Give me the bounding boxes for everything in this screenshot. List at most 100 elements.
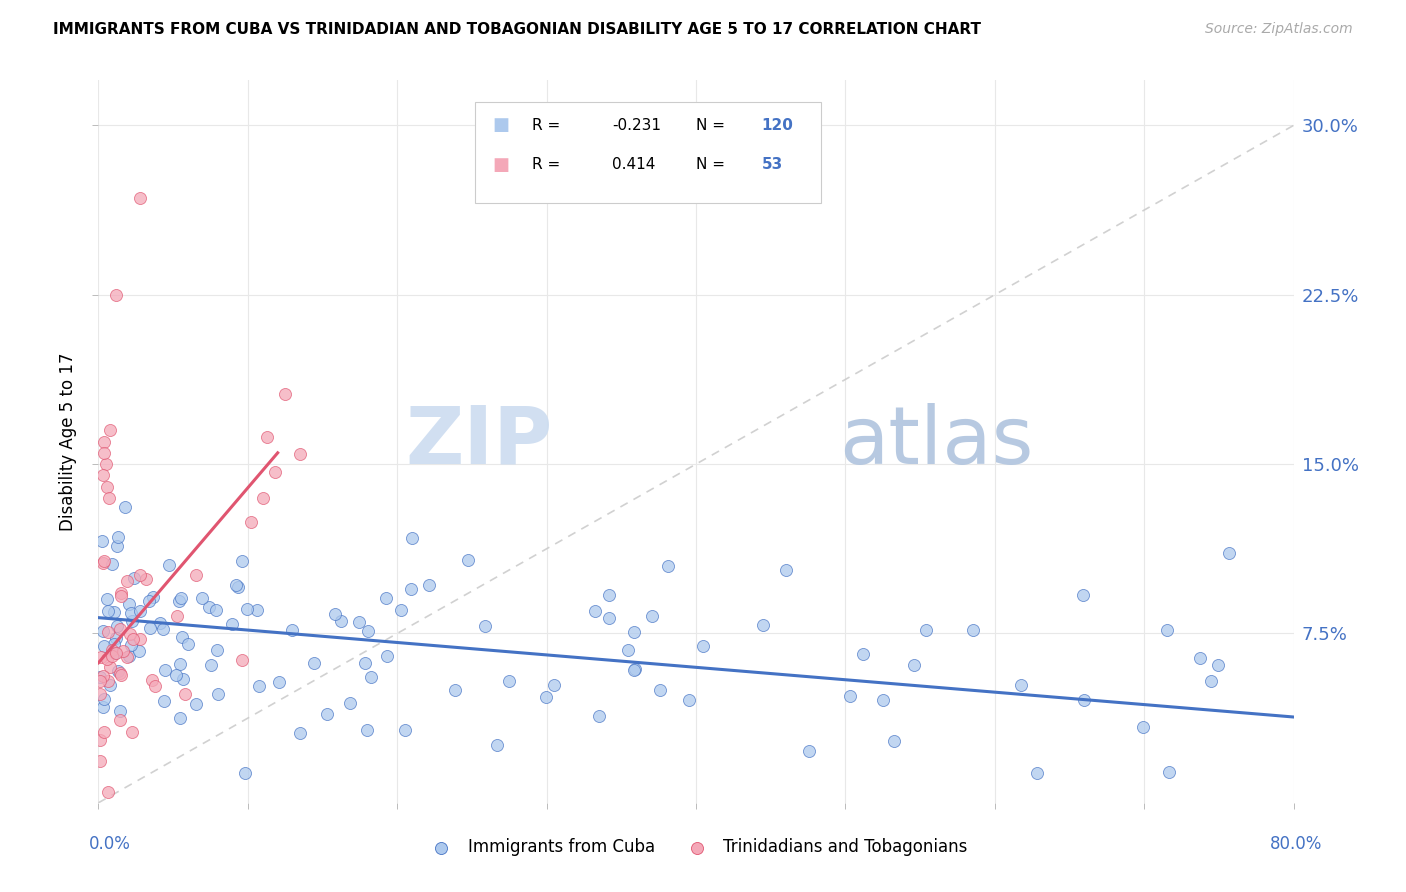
Point bbox=[105, 631, 128, 645]
Point bbox=[543, 678, 565, 692]
Text: 0.0%: 0.0% bbox=[89, 835, 131, 853]
Point bbox=[872, 693, 894, 707]
Point bbox=[616, 643, 638, 657]
Point bbox=[650, 682, 672, 697]
Point bbox=[339, 696, 361, 710]
Point bbox=[678, 693, 700, 707]
Point bbox=[103, 637, 125, 651]
Point bbox=[197, 600, 219, 615]
Point bbox=[1199, 673, 1222, 688]
Point bbox=[97, 673, 120, 688]
Point bbox=[246, 603, 269, 617]
Point bbox=[623, 624, 645, 639]
Y-axis label: Disability Age 5 to 17: Disability Age 5 to 17 bbox=[59, 352, 77, 531]
Point bbox=[588, 709, 610, 723]
Point bbox=[839, 690, 862, 704]
Point bbox=[169, 657, 191, 672]
Point bbox=[444, 682, 467, 697]
Point bbox=[1189, 651, 1212, 665]
Point bbox=[692, 639, 714, 653]
Point bbox=[118, 649, 141, 664]
Point bbox=[108, 704, 131, 718]
Point bbox=[157, 558, 180, 573]
Point bbox=[89, 687, 111, 701]
Point bbox=[231, 553, 253, 567]
Point bbox=[1010, 678, 1032, 692]
Point bbox=[122, 632, 145, 647]
Point bbox=[474, 619, 496, 633]
Text: 53: 53 bbox=[762, 157, 783, 172]
Point bbox=[98, 659, 121, 673]
Point bbox=[281, 623, 304, 637]
Point bbox=[104, 646, 127, 660]
Point bbox=[247, 679, 270, 693]
Point bbox=[290, 726, 312, 740]
Point bbox=[1218, 546, 1240, 560]
Text: 120: 120 bbox=[762, 118, 793, 133]
Text: 0.414: 0.414 bbox=[613, 157, 655, 172]
Text: ■: ■ bbox=[494, 156, 510, 174]
Point bbox=[184, 567, 207, 582]
Point bbox=[120, 607, 142, 621]
Point bbox=[129, 632, 152, 646]
Point bbox=[534, 690, 557, 705]
Point bbox=[91, 468, 114, 483]
Point bbox=[623, 662, 645, 676]
Point bbox=[118, 627, 141, 641]
Point bbox=[903, 657, 925, 672]
Point bbox=[97, 625, 120, 640]
Point bbox=[143, 679, 166, 693]
Point bbox=[91, 556, 114, 570]
Point bbox=[135, 572, 157, 586]
Point bbox=[149, 616, 172, 631]
Point bbox=[100, 648, 122, 663]
Point bbox=[267, 674, 290, 689]
Point bbox=[797, 744, 820, 758]
Point bbox=[375, 591, 398, 606]
Point bbox=[139, 620, 162, 634]
Text: R =: R = bbox=[533, 118, 565, 133]
Point bbox=[1071, 588, 1094, 602]
Point bbox=[129, 604, 152, 618]
Point bbox=[598, 611, 620, 625]
Point bbox=[89, 754, 111, 768]
Point bbox=[962, 624, 984, 638]
Point bbox=[110, 667, 132, 681]
Point bbox=[93, 691, 115, 706]
Point bbox=[97, 784, 120, 798]
Point bbox=[190, 591, 212, 605]
Point bbox=[93, 554, 115, 568]
Point bbox=[225, 578, 247, 592]
Point bbox=[172, 672, 194, 686]
Point bbox=[101, 557, 124, 571]
Point bbox=[115, 649, 138, 664]
Text: IMMIGRANTS FROM CUBA VS TRINIDADIAN AND TOBAGONIAN DISABILITY AGE 5 TO 17 CORREL: IMMIGRANTS FROM CUBA VS TRINIDADIAN AND … bbox=[53, 22, 981, 37]
Point bbox=[98, 678, 121, 692]
Point bbox=[1156, 623, 1178, 637]
Point bbox=[108, 622, 131, 636]
Point bbox=[207, 687, 229, 701]
Point bbox=[231, 653, 253, 667]
FancyBboxPatch shape bbox=[475, 102, 821, 203]
Point bbox=[207, 643, 229, 657]
Point bbox=[165, 668, 187, 682]
Point bbox=[96, 652, 118, 666]
Point bbox=[623, 663, 645, 677]
Point bbox=[883, 733, 905, 747]
Point bbox=[90, 534, 112, 549]
Point bbox=[118, 597, 141, 611]
Point bbox=[93, 725, 115, 739]
Point bbox=[264, 465, 287, 479]
Point bbox=[401, 531, 423, 545]
Point bbox=[170, 591, 193, 606]
Point bbox=[288, 447, 311, 461]
Point bbox=[110, 589, 132, 603]
Point bbox=[91, 699, 114, 714]
Point bbox=[142, 590, 165, 604]
Point bbox=[103, 605, 125, 619]
Point bbox=[152, 623, 174, 637]
Point bbox=[585, 604, 607, 618]
Point bbox=[1025, 765, 1047, 780]
Point bbox=[93, 639, 115, 653]
Text: 80.0%: 80.0% bbox=[1270, 835, 1323, 853]
